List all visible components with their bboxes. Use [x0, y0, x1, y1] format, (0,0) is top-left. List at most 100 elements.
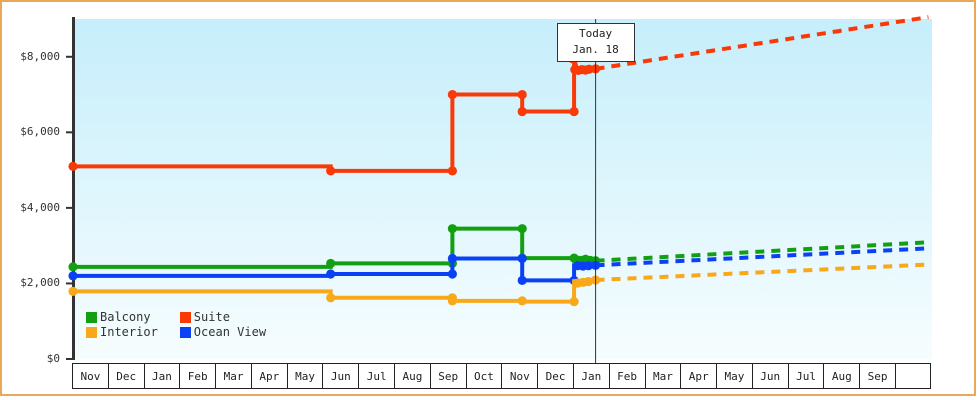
- today-annotation: Today Jan. 18: [556, 23, 635, 62]
- legend-label: Interior: [100, 325, 158, 339]
- month-cell-jun-19[interactable]: Jun: [751, 363, 788, 389]
- data-point[interactable]: [68, 271, 78, 281]
- data-point[interactable]: [326, 258, 336, 269]
- month-cell-dec-1[interactable]: Dec: [107, 363, 144, 389]
- data-point[interactable]: [326, 166, 336, 176]
- month-label: Nov: [80, 369, 101, 383]
- month-cell-feb-15[interactable]: Feb: [608, 363, 645, 389]
- month-cell-nov-12[interactable]: Nov: [501, 363, 538, 389]
- legend-item-ocean-view[interactable]: Ocean View: [179, 325, 267, 339]
- data-point[interactable]: [517, 275, 527, 286]
- forecast-line: [595, 262, 929, 283]
- series-ocean-view: [68, 246, 929, 286]
- month-cell-feb-3[interactable]: Feb: [179, 363, 216, 389]
- series-interior: [68, 262, 929, 307]
- plot-background: [73, 19, 932, 359]
- data-point[interactable]: [517, 253, 527, 264]
- legend-label: Balcony: [100, 310, 151, 324]
- month-label: Jun: [330, 369, 351, 383]
- month-cell-mar-4[interactable]: Mar: [215, 363, 251, 389]
- data-point[interactable]: [583, 261, 594, 271]
- month-label: Jan: [581, 369, 602, 383]
- month-cell-jan-14[interactable]: Jan: [572, 363, 609, 389]
- month-cell-oct-11[interactable]: Oct: [465, 363, 502, 389]
- month-cell-aug-21[interactable]: Aug: [823, 363, 860, 389]
- month-label: Mar: [652, 369, 673, 383]
- month-cell-empty[interactable]: [894, 363, 931, 389]
- data-point[interactable]: [569, 296, 579, 307]
- data-point[interactable]: [447, 224, 457, 234]
- month-label: May: [295, 369, 316, 383]
- today-label: Today: [578, 27, 613, 40]
- month-label: Feb: [187, 369, 208, 383]
- month-cell-jul-8[interactable]: Jul: [358, 363, 395, 389]
- data-point[interactable]: [447, 253, 457, 264]
- today-date: Jan. 18: [572, 43, 619, 56]
- month-label: Aug: [402, 369, 423, 383]
- month-label: Feb: [617, 369, 638, 383]
- month-cell-jun-7[interactable]: Jun: [322, 363, 359, 389]
- month-label: Aug: [831, 369, 852, 383]
- month-label: Dec: [545, 369, 566, 383]
- y-tick-label: $8,000: [20, 49, 60, 63]
- data-point[interactable]: [68, 286, 78, 296]
- month-cell-mar-16[interactable]: Mar: [644, 363, 681, 389]
- legend-item-interior[interactable]: Interior: [86, 326, 158, 339]
- forecast-line: [595, 240, 929, 263]
- y-axis-ticks: [66, 55, 73, 360]
- month-cell-sep-22[interactable]: Sep: [859, 363, 895, 389]
- legend-swatch-icon: [179, 312, 191, 323]
- y-tick-label: $6,000: [20, 125, 60, 139]
- legend-label: Suite: [193, 310, 230, 324]
- data-point[interactable]: [447, 296, 457, 306]
- legend-swatch-icon: [86, 312, 97, 323]
- month-label: Jul: [796, 369, 816, 383]
- data-point[interactable]: [447, 269, 457, 279]
- data-point[interactable]: [517, 89, 527, 100]
- data-point[interactable]: [583, 276, 594, 287]
- data-point[interactable]: [517, 296, 527, 306]
- month-cell-dec-13[interactable]: Dec: [537, 363, 573, 389]
- legend-swatch-icon: [179, 327, 191, 338]
- month-cell-nov-0[interactable]: Nov: [72, 363, 108, 389]
- data-point[interactable]: [447, 166, 457, 176]
- y-tick-label: $2,000: [20, 276, 60, 290]
- month-cell-apr-17[interactable]: Apr: [680, 363, 717, 389]
- month-cell-jan-2[interactable]: Jan: [143, 363, 180, 389]
- month-label: Jul: [366, 369, 387, 383]
- month-label: Oct: [474, 369, 494, 383]
- data-point[interactable]: [569, 106, 579, 117]
- month-label: May: [724, 369, 745, 383]
- month-label: Jun: [760, 369, 781, 383]
- data-point[interactable]: [68, 161, 78, 171]
- legend-label: Ocean View: [193, 325, 267, 339]
- data-point[interactable]: [447, 89, 457, 100]
- legend-swatch-icon: [86, 327, 97, 338]
- month-label: Apr: [688, 369, 709, 383]
- month-cell-aug-9[interactable]: Aug: [394, 363, 430, 389]
- month-cell-may-18[interactable]: May: [716, 363, 752, 389]
- month-cell-jul-20[interactable]: Jul: [787, 363, 824, 389]
- chart-legend: Balcony Suite Interior Ocean View: [86, 311, 266, 339]
- y-tick-label: $0: [46, 352, 60, 365]
- month-label: Sep: [438, 369, 459, 383]
- legend-item-suite[interactable]: Suite: [179, 310, 266, 324]
- data-point[interactable]: [326, 293, 336, 303]
- month-label: Apr: [259, 369, 280, 383]
- forecast-line: [595, 15, 929, 71]
- y-tick-label: $4,000: [20, 200, 60, 214]
- month-label: Sep: [867, 369, 888, 383]
- x-axis-month-row: Nov Dec Jan Feb Mar Apr May Jun Jul Aug Sep Oct Nov D…: [72, 363, 932, 389]
- data-point[interactable]: [68, 262, 78, 272]
- data-point[interactable]: [517, 224, 527, 234]
- data-point[interactable]: [326, 269, 336, 279]
- month-cell-apr-5[interactable]: Apr: [250, 363, 287, 389]
- month-label: Jan: [152, 369, 172, 383]
- month-label: Dec: [116, 369, 137, 383]
- month-cell-sep-10[interactable]: Sep: [429, 363, 466, 389]
- month-cell-may-6[interactable]: May: [286, 363, 323, 389]
- data-point[interactable]: [517, 106, 527, 117]
- legend-item-balcony[interactable]: Balcony: [86, 311, 158, 324]
